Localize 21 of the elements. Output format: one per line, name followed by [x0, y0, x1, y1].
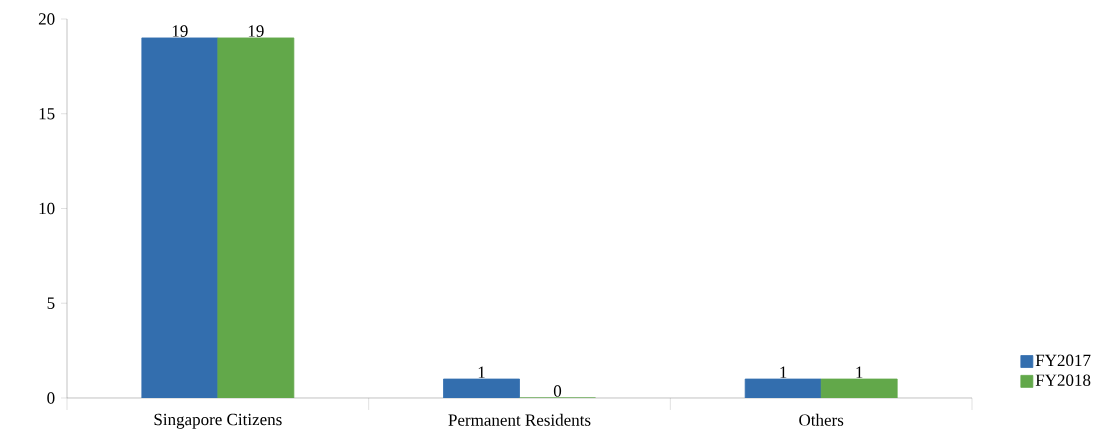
data-label: 1: [780, 366, 787, 378]
x-tick-label: Permanent Residents: [448, 413, 591, 426]
bar: [141, 37, 219, 398]
data-label: 0: [553, 385, 562, 397]
data-label: 19: [248, 25, 264, 37]
y-tick-label: 20: [38, 13, 55, 25]
x-tick-label: Others: [799, 413, 844, 426]
bar: [443, 378, 520, 398]
bar: [744, 378, 822, 398]
data-label: 1: [478, 366, 485, 378]
legend-label: FY2018: [1035, 374, 1091, 386]
legend-label: FY2017: [1035, 354, 1091, 367]
bar: [217, 37, 295, 398]
y-tick-label: 0: [47, 392, 55, 404]
x-tick-label: Singapore Citizens: [154, 413, 282, 429]
data-label: 1: [856, 366, 863, 378]
y-tick-label: 15: [39, 108, 55, 120]
y-tick-label: 5: [47, 297, 55, 309]
bar: [820, 378, 898, 398]
data-label: 19: [172, 25, 188, 37]
y-tick-label: 10: [39, 202, 55, 215]
